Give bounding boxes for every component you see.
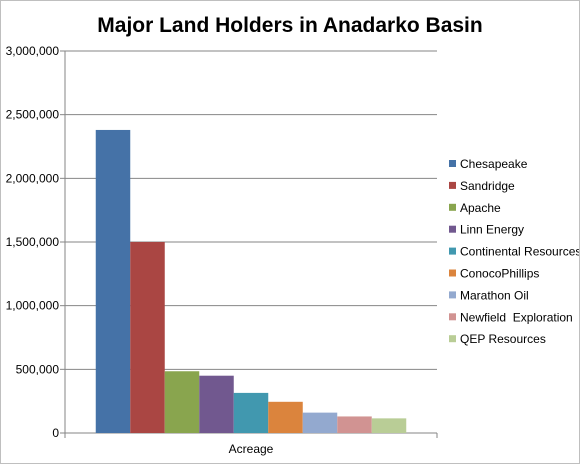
bar-linn-energy (199, 375, 234, 433)
bar-chesapeake (95, 129, 131, 434)
legend-label: ConocoPhillips (460, 267, 539, 281)
y-tick-label: 500,000 (16, 362, 60, 376)
x-category-label: Acreage (229, 442, 274, 456)
y-tick-label: 3,000,000 (6, 44, 60, 58)
y-tick-label: 0 (52, 426, 59, 440)
bars (95, 129, 407, 434)
legend-swatch (449, 335, 456, 343)
legend-label: Linn Energy (460, 223, 524, 237)
legend-swatch (449, 181, 456, 189)
legend-label: Chesapeake (460, 157, 528, 171)
legend-label: QEP Resources (460, 332, 546, 346)
y-tick-label: 2,000,000 (6, 171, 60, 185)
legend-label: Newfield Exploration (460, 310, 573, 324)
bar-qep-resources (371, 418, 407, 433)
legend-label: Apache (460, 201, 501, 215)
legend-label: Marathon Oil (460, 288, 529, 302)
legend-label: Sandridge (460, 179, 515, 193)
bar-conocophillips (268, 401, 303, 433)
y-tick-label: 2,500,000 (6, 108, 60, 122)
bar-apache (164, 371, 200, 433)
bar-marathon-oil (302, 412, 338, 433)
bar-sandridge (130, 242, 165, 433)
legend-swatch (449, 313, 456, 321)
legend-swatch (449, 225, 456, 233)
legend-swatch (449, 291, 456, 299)
chart-title: Major Land Holders in Anadarko Basin (97, 14, 482, 37)
legend-swatch (449, 269, 456, 277)
y-tick-label: 1,000,000 (6, 299, 60, 313)
legend-swatch (449, 203, 456, 211)
bar-continental-resources (233, 392, 269, 433)
bar-newfield-exploration (337, 416, 372, 433)
legend-swatch (449, 247, 456, 255)
legend-swatch (449, 160, 456, 167)
legend-label: Continental Resources (460, 245, 579, 259)
legend: Chesapeake Sandridge Apache Linn Energy Cont… (449, 157, 579, 346)
y-tick-label: 1,500,000 (6, 235, 60, 249)
